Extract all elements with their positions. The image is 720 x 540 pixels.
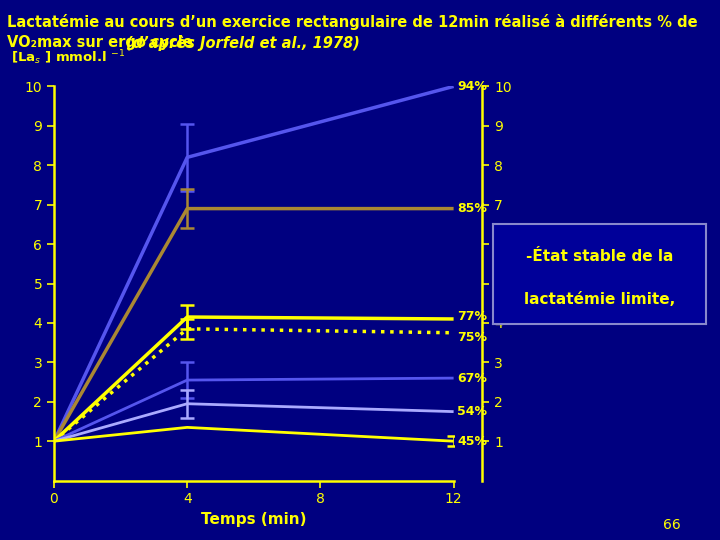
Text: [La$_s$ ] mmol.l $^{-1}$: [La$_s$ ] mmol.l $^{-1}$ [11, 48, 125, 66]
Text: 85%: 85% [457, 202, 487, 215]
Text: 94%: 94% [457, 80, 487, 93]
Text: (d’après Jorfeld et al., 1978): (d’après Jorfeld et al., 1978) [126, 35, 360, 51]
X-axis label: Temps (min): Temps (min) [201, 512, 307, 527]
Text: 45%: 45% [457, 435, 487, 448]
Text: 66: 66 [662, 518, 680, 532]
Text: Lactatémie au cours d’un exercice rectangulaire de 12min réalisé à différents % : Lactatémie au cours d’un exercice rectan… [7, 14, 698, 30]
Text: 67%: 67% [457, 372, 487, 384]
Text: 54%: 54% [457, 405, 487, 418]
Text: VO₂max sur ergo cycle: VO₂max sur ergo cycle [7, 35, 198, 50]
Text: 77%: 77% [457, 310, 487, 323]
Text: lactatémie limite,: lactatémie limite, [523, 292, 675, 307]
Text: -État stable de la: -État stable de la [526, 248, 673, 264]
Text: 75%: 75% [457, 331, 487, 344]
